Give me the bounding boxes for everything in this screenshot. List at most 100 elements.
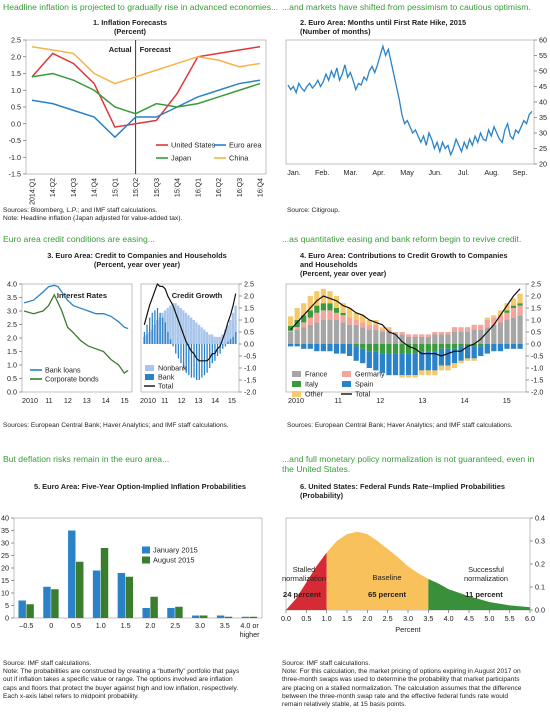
bar [149,317,151,344]
y-tick-label: -0.5 [244,352,256,361]
x-tick-label: 4.0 [444,614,454,623]
bar-segment [399,344,405,354]
bar-segment [517,293,523,304]
region-area [428,578,530,610]
bar [218,336,222,344]
bar-segment [465,346,471,359]
total-line [143,282,237,362]
bar-segment [366,320,372,325]
bar-segment [438,334,445,344]
legend-label: Italy [305,380,319,389]
bar-segment [392,344,399,354]
bar-segment [419,351,425,371]
y-tick-label: 4.0 [7,280,17,289]
bar-segment [491,324,497,344]
x-tick-label: 1.5 [342,614,352,623]
bar-segment [432,351,438,371]
chart-interest-rates: 0.0 0.5 1.0 1.5 2.0 2.5 3.0 3.5 4.0 2010 11 12 13 14 1… [7,280,133,405]
x-tick-label: 2010 [140,396,156,405]
legend-swatch [292,371,301,377]
chart6-notes: Source: IMF staff calculations. Note: Fo… [282,660,548,709]
bar [216,615,225,618]
bar-segment [478,324,484,330]
bar [154,310,156,344]
bar-segment [399,375,405,378]
chart1-title-line1: 1. Inflation Forecasts [93,18,167,27]
y-tick-label: 40 [1,514,9,523]
annotation-label: normalization [464,574,508,583]
bar [210,334,214,344]
bar-segment [432,332,438,335]
bar-segment [458,346,464,361]
y-tick-label: 2.5 [244,280,254,289]
bar-segment [288,330,294,332]
legend-swatch [342,381,351,387]
x-tick-label: 2.5 [383,614,393,623]
chart6-note-line: remain relatively stable, at 15 basis po… [282,701,407,709]
y-tick-label: 50 [539,67,547,76]
bar-segment [301,322,307,328]
bar-segment [458,360,464,364]
x-tick-label: 3.0 [403,614,413,623]
bar [234,305,237,344]
x-tick-label: 6.0 [525,614,535,623]
annotation-value: 24 percent [283,590,321,599]
y-tick-label: 2.5 [531,280,541,289]
bar [229,339,232,344]
y-tick-label: 15 [1,576,9,585]
bar-segment [307,317,313,325]
x-tick-label: 0.5 [71,621,81,630]
chart5-note-line: caps and floors that protect the buyer a… [3,684,239,692]
bar-segment [438,365,445,371]
bar-segment [465,344,471,347]
bar-segment [432,334,438,344]
x-tick-label: 14:Q4 [92,178,99,197]
bar-segment [307,310,313,318]
x-tick-label: 0.0 [281,614,291,623]
bar-segment [425,351,431,371]
y-tick-label: 0.0 [531,340,541,349]
y-tick-label: 2.0 [531,292,541,301]
bar [150,596,158,618]
bar [143,332,146,344]
x-tick-label: 5.5 [505,614,515,623]
bar-segment [510,305,517,308]
bar-segment [504,303,510,311]
bar-segment [301,344,307,349]
bar-segment [412,353,418,376]
chart3-title-line2: (Percent, year over year) [93,260,181,269]
bar-segment [327,320,333,344]
bar [208,334,211,344]
panel-label: Credit Growth [172,291,223,300]
bar-segment [320,310,327,320]
bar-segment [399,332,405,335]
bar-segment [379,332,386,344]
bar-segment [425,344,431,352]
bar-segment [327,291,333,304]
bar-segment [366,329,372,344]
x-tick-label: May [400,168,414,177]
bar [171,303,175,344]
bar-segment [510,344,517,349]
x-tick-label: 12 [376,396,384,405]
bar [185,344,187,373]
bar [224,616,233,618]
x-tick-label: 15:Q4 [175,178,182,197]
bar-segment [419,336,425,344]
bar-segment [333,308,340,313]
y-tick-label: 0.0 [535,606,545,615]
x-tick-label: Mar. [344,168,358,177]
x-tick-label: 11 [334,396,341,405]
chart5-title: 5. Euro Area: Five-Year Option-Implied I… [10,482,270,491]
bar [175,606,183,618]
bar-segment [510,308,517,318]
series-line [31,45,261,128]
bar-segment [478,346,484,356]
y-tick-label: 0.3 [535,537,545,546]
chart5-note-line: Source: IMF staff calculations. [3,660,92,667]
bar-segment [373,351,379,371]
bar-segment [386,332,392,344]
bar [249,616,258,618]
x-tick-label: 5.0 [484,614,494,623]
bar-segment [360,327,366,344]
